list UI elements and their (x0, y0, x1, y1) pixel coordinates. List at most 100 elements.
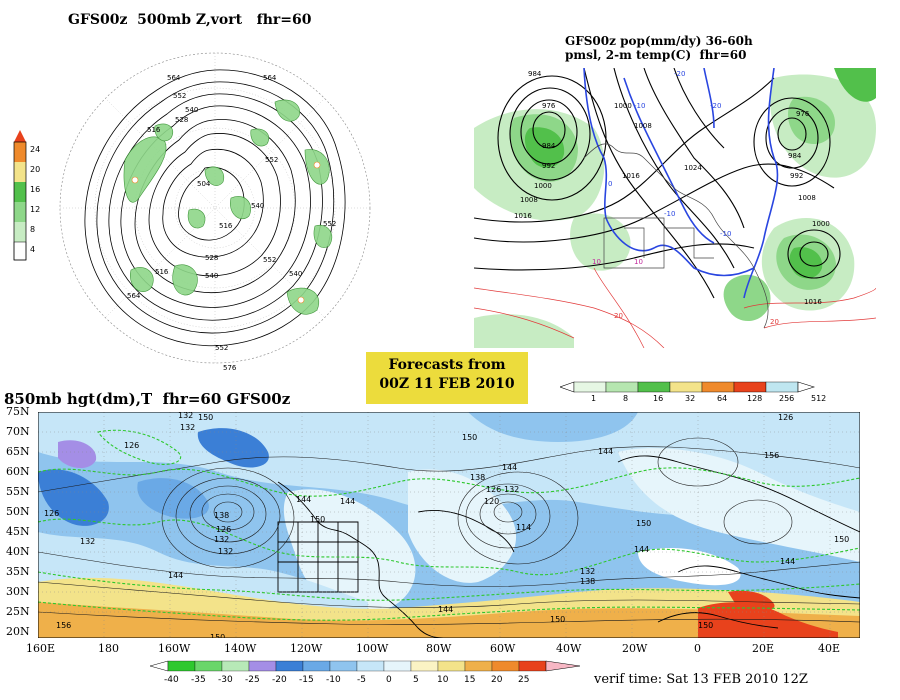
vorticity-highs (131, 161, 321, 304)
height-label: 144 (502, 463, 517, 472)
contour-label: 540 (289, 270, 302, 278)
temp-label: 10 (592, 258, 601, 266)
pressure-label: 1008 (798, 194, 816, 202)
height-label: 150 (462, 433, 477, 442)
height-label: 150 (550, 615, 565, 624)
panel-500mb-title: GFS00z 500mb Z,vort fhr=60 (68, 12, 312, 28)
lat-label: 20N (6, 625, 30, 638)
temp-cb-label: -5 (357, 675, 366, 685)
pressure-label: 976 (542, 102, 556, 110)
temp-label: -10 (634, 102, 645, 110)
height-label: 138 (580, 577, 595, 586)
colorbar-bin (14, 162, 26, 182)
lon-label: 60W (490, 642, 516, 655)
precip-cb-label: 128 (747, 394, 763, 403)
height-label: 132 (218, 547, 233, 556)
vort-cb-label: 8 (30, 225, 36, 234)
temp-label: 20 (770, 318, 779, 326)
contour-label: 528 (175, 116, 188, 124)
lon-label: 100W (356, 642, 389, 655)
contour-label: 552 (263, 256, 276, 264)
temp-label: 0 (608, 180, 612, 188)
lon-label: 160E (26, 642, 56, 655)
temp-contours-cold (583, 68, 779, 299)
contour-label: 516 (219, 222, 233, 230)
lon-label: 140W (224, 642, 257, 655)
pressure-label: 984 (542, 142, 556, 150)
pressure-label: 992 (790, 172, 803, 180)
map-850mb: 132 132 126 150 144 126 144 144 138 126 … (38, 412, 860, 638)
colorbar-arrow-top (14, 130, 26, 142)
temp-cb-label: 15 (464, 675, 476, 685)
temp-label: -20 (674, 70, 685, 78)
graticule-850 (38, 412, 860, 638)
panel-precip-title-1: GFS00z pop(mm/dy) 36-60h (565, 34, 753, 48)
temp-contours-warm (474, 267, 876, 348)
height-label: 132 (80, 537, 95, 546)
height-label: 156 (764, 451, 779, 460)
precip-cb-label: 512 (811, 394, 827, 403)
polar-500mb-map: 564 564 552 540 528 516 504 552 552 540 … (59, 52, 371, 372)
height-label: 132 (504, 485, 519, 494)
lon-label: 120W (290, 642, 323, 655)
height-label: 126 (44, 509, 59, 518)
vort-cb-label: 16 (30, 185, 41, 194)
height-label: 114 (516, 523, 531, 532)
forecast-line-2: 00Z 11 FEB 2010 (379, 376, 515, 392)
precip-cb-label: 1 (591, 394, 597, 403)
height-label: 150 (210, 633, 225, 638)
precip-cb-label: 64 (717, 394, 728, 403)
precip-colorbar (560, 381, 816, 393)
pressure-label-group: 984 976 984 992 1000 1008 1016 1024 1016… (514, 70, 830, 306)
temp-label: -10 (664, 210, 675, 218)
panel-850mb-title: 850mb hgt(dm),T fhr=60 GFS00z (4, 390, 291, 408)
lat-label: 30N (6, 585, 30, 598)
temp-cb-label: -35 (191, 675, 206, 685)
height-label: 144 (168, 571, 183, 580)
contour-label: 564 (127, 292, 141, 300)
colorbar-bin (14, 202, 26, 222)
lat-label: 35N (6, 565, 30, 578)
lon-label: 40W (556, 642, 582, 655)
height-label: 132 (180, 423, 195, 432)
height-label: 126 (124, 441, 139, 450)
verif-time: verif time: Sat 13 FEB 2010 12Z (594, 672, 808, 687)
height-label: 144 (340, 497, 355, 506)
contour-label: 528 (205, 254, 218, 262)
colorbar-bin (13, 241, 27, 261)
temp-label: -10 (720, 230, 731, 238)
height-label: 132 (214, 535, 229, 544)
lat-label: 50N (6, 505, 30, 518)
lon-label: 80W (426, 642, 452, 655)
lon-label: 0 (694, 642, 701, 655)
vorticity-areas (123, 99, 333, 315)
colorbar-bin (14, 182, 26, 202)
height-label: 150 (698, 621, 713, 630)
height-label: 144 (296, 495, 311, 504)
forecast-line-1: Forecasts from (388, 357, 506, 373)
colorbar-bin (14, 142, 26, 162)
height-label: 150 (310, 515, 325, 524)
temp-label: 20 (614, 312, 623, 320)
height-label: 150 (636, 519, 651, 528)
contour-label: 516 (147, 126, 161, 134)
lon-label: 160W (158, 642, 191, 655)
lon-label: 20E (752, 642, 775, 655)
contour-label: 516 (155, 268, 169, 276)
temp-cb-label: -20 (272, 675, 287, 685)
temperature-shading (38, 412, 860, 638)
precip-cb-label: 8 (623, 394, 629, 403)
temp-label: -20 (710, 102, 721, 110)
height-label: 132 (178, 412, 193, 420)
temp-cb-label: 0 (386, 675, 392, 685)
contour-label: 504 (197, 180, 211, 188)
pressure-label: 984 (788, 152, 802, 160)
height-label: 144 (634, 545, 649, 554)
contour-label: 552 (265, 156, 278, 164)
vort-cb-label: 12 (30, 205, 41, 214)
contour-label: 552 (173, 92, 186, 100)
temp-cb-label: -40 (164, 675, 179, 685)
pressure-contours (474, 68, 841, 299)
contour-label: 552 (323, 220, 336, 228)
height-label: 132 (580, 567, 595, 576)
